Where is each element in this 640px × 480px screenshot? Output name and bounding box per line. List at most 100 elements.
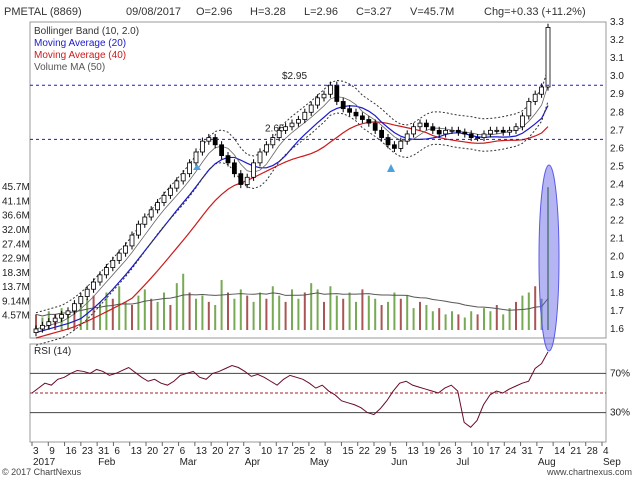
- volume-bar: [239, 289, 242, 330]
- x-tick-label: 28: [587, 446, 599, 457]
- candle-body: [187, 162, 193, 175]
- candle-body: [289, 122, 295, 128]
- volume-bar: [99, 301, 101, 330]
- candle-body: [84, 288, 90, 297]
- x-tick-label: 17: [277, 446, 289, 457]
- candle-body: [526, 101, 532, 117]
- volume-bar: [252, 301, 255, 330]
- legend-bollinger: Bollinger Band (10, 2.0): [34, 26, 140, 37]
- x-tick-label: 3: [245, 446, 251, 457]
- volume-bar: [278, 295, 281, 330]
- price-panel-frame: [29, 21, 607, 339]
- candle-body: [500, 129, 506, 133]
- x-tick-label: 17: [489, 446, 501, 457]
- price-tick-label: 2.3: [610, 198, 624, 209]
- price-tick-label: 2.5: [610, 161, 624, 172]
- candle-body: [513, 126, 519, 131]
- candle-body: [340, 101, 346, 110]
- price-tick-label: 2.4: [610, 180, 624, 191]
- candle-body: [468, 133, 474, 138]
- volume-bar: [470, 311, 473, 330]
- candle-body: [244, 176, 250, 185]
- candle-body: [135, 223, 141, 236]
- volume-bar: [201, 295, 204, 330]
- volume-bar: [489, 311, 492, 330]
- volume-bar: [342, 298, 345, 330]
- x-tick-label: 13: [408, 446, 420, 457]
- volume-bar: [476, 314, 479, 330]
- x-month-label: Sep: [603, 457, 621, 468]
- resistance-label: $2.95: [282, 71, 307, 82]
- chart-legend: Bollinger Band (10, 2.0) Moving Average …: [34, 26, 139, 74]
- x-tick-label: 20: [147, 446, 159, 457]
- rsi-30-label: 30%: [610, 408, 630, 419]
- x-tick-label: 31: [98, 446, 110, 457]
- volume-bar: [527, 292, 530, 330]
- x-month-label: May: [310, 457, 329, 468]
- candle-body: [545, 27, 551, 88]
- candle-body: [238, 173, 244, 185]
- legend-ma40: Moving Average (40): [34, 50, 127, 61]
- candle-body: [475, 137, 481, 139]
- price-tick-label: 2.9: [610, 89, 624, 100]
- open-label: O=2.96: [196, 6, 233, 18]
- volume-bar: [380, 305, 383, 330]
- ma40-line: [35, 121, 549, 339]
- volume-bar: [284, 301, 287, 330]
- date-label: 09/08/2017: [126, 6, 182, 18]
- candle-body: [129, 234, 135, 247]
- candle-body: [455, 129, 461, 133]
- candle-body: [449, 129, 455, 132]
- site-label: www.chartnexus.com: [546, 467, 632, 477]
- price-tick-label: 2.1: [610, 234, 624, 245]
- volume-label: V=45.7M: [410, 6, 455, 18]
- volume-bar: [259, 292, 261, 330]
- candle-body: [40, 324, 45, 330]
- volume-bar: [412, 308, 415, 330]
- price-tick-label: 2.8: [610, 107, 624, 118]
- candle-body: [353, 111, 359, 117]
- x-tick-label: 13: [196, 446, 208, 457]
- volume-bar: [182, 273, 185, 330]
- volume-bar: [451, 311, 453, 330]
- volume-bar: [303, 292, 306, 330]
- x-tick-label: 27: [228, 446, 240, 457]
- volume-bar: [495, 305, 498, 330]
- candle-body: [507, 129, 513, 133]
- x-tick-label: 20: [212, 446, 224, 457]
- volume-bar: [265, 298, 268, 330]
- rsi-title: RSI (14): [34, 346, 71, 357]
- candle-body: [334, 84, 340, 102]
- volume-bar: [329, 286, 332, 330]
- x-tick-label: 2: [310, 446, 316, 457]
- symbol-label: PMETAL (8869): [4, 6, 82, 18]
- volume-bar: [463, 317, 466, 330]
- candle-body: [302, 111, 308, 120]
- candle-body: [430, 126, 436, 131]
- volume-bar: [163, 292, 165, 330]
- volume-bar: [92, 295, 95, 330]
- change-label: Chg=+0.33 (+11.2%): [484, 6, 586, 18]
- x-tick-label: 7: [538, 446, 544, 457]
- price-tick-label: 2.6: [610, 143, 624, 154]
- candle-body: [295, 119, 301, 124]
- x-month-label: Aug: [538, 457, 556, 468]
- candle-body: [404, 133, 410, 142]
- volume-bar: [227, 292, 229, 330]
- x-month-label: Jul: [456, 457, 469, 468]
- bollinger-upper: [35, 68, 549, 314]
- volume-bar: [175, 283, 178, 330]
- volume-tick-label: 4.57M: [2, 311, 30, 322]
- copyright-label: © 2017 ChartNexus: [2, 467, 82, 477]
- candle-body: [78, 296, 84, 305]
- price-tick-label: 3.2: [610, 35, 624, 46]
- price-tick-label: 3.3: [610, 17, 624, 28]
- x-tick-label: 5: [391, 446, 397, 457]
- volume-bar: [111, 298, 114, 330]
- candle-body: [52, 317, 58, 323]
- x-tick-label: 25: [294, 446, 306, 457]
- candle-body: [104, 267, 109, 276]
- candle-body: [276, 129, 282, 138]
- volume-bar: [406, 295, 409, 330]
- candle-body: [462, 131, 468, 135]
